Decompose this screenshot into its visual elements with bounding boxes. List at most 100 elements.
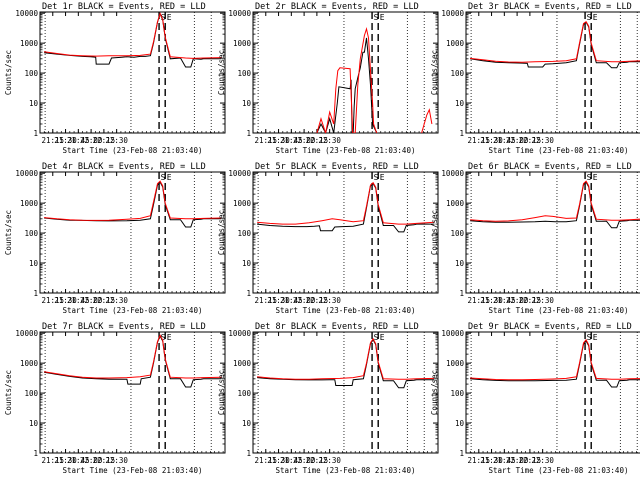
events-series-line bbox=[44, 181, 222, 228]
x-tick-label: 22:15 bbox=[93, 136, 116, 145]
x-tick-label: 21:30 bbox=[54, 296, 77, 305]
x-tick-label: 21:45 bbox=[67, 136, 90, 145]
y-tick-label: 100 bbox=[24, 229, 38, 238]
x-tick-label: 22:00 bbox=[80, 296, 103, 305]
marker-label: S bbox=[587, 333, 592, 342]
y-tick-label: 10 bbox=[29, 259, 39, 268]
detector-panel: Det 7r BLACK = Events, RED = LLD 1 10 100 10… bbox=[4, 322, 226, 475]
detector-panel: Det 1r BLACK = Events, RED = LLD 1 10 100 10… bbox=[4, 2, 226, 155]
y-axis-label: Counts/sec bbox=[4, 50, 13, 95]
x-tick-label: 22:30 bbox=[318, 456, 341, 465]
x-tick-label: 22:00 bbox=[506, 456, 529, 465]
x-tick-label: 22:30 bbox=[105, 296, 128, 305]
y-tick-label: 100 bbox=[450, 389, 464, 398]
y-tick-label: 1 bbox=[33, 449, 38, 458]
panel-title: Det 7r BLACK = Events, RED = LLD bbox=[42, 322, 206, 332]
x-tick-label: 21:45 bbox=[280, 456, 303, 465]
y-tick-label: 1000 bbox=[20, 39, 39, 48]
y-tick-label: 100 bbox=[237, 389, 251, 398]
marker-label: S bbox=[161, 13, 166, 22]
events-series-line bbox=[470, 340, 640, 388]
marker-label: E bbox=[380, 173, 385, 182]
marker-label: E bbox=[167, 173, 172, 182]
y-tick-label: 1 bbox=[246, 449, 251, 458]
y-tick-label: 1 bbox=[459, 289, 464, 298]
x-tick-label: 21:30 bbox=[480, 456, 503, 465]
x-tick-label: 21:30 bbox=[54, 456, 77, 465]
x-tick-label: 21:30 bbox=[480, 296, 503, 305]
x-tick-label: 21:15 bbox=[467, 136, 490, 145]
plot-frame bbox=[39, 171, 226, 294]
x-tick-label: 21:15 bbox=[254, 136, 277, 145]
x-tick-label: 21:15 bbox=[41, 456, 64, 465]
x-axis-label: Start Time (23-Feb-08 21:03:40) bbox=[276, 306, 416, 315]
y-tick-label: 10000 bbox=[228, 169, 251, 178]
y-tick-label: 100 bbox=[24, 69, 38, 78]
y-tick-label: 10000 bbox=[228, 9, 251, 18]
y-axis-label: Counts/sec bbox=[4, 370, 13, 415]
x-tick-label: 21:30 bbox=[267, 136, 290, 145]
detector-panel: Det 5r BLACK = Events, RED = LLD 1 10 100 10… bbox=[217, 162, 439, 315]
events-series-line bbox=[44, 12, 222, 68]
plot-frame bbox=[39, 331, 226, 454]
lld-series-line bbox=[316, 26, 378, 133]
lld-series-line bbox=[44, 12, 222, 59]
marker-label: S bbox=[587, 13, 592, 22]
x-tick-label: 21:30 bbox=[267, 456, 290, 465]
plot-frame bbox=[39, 11, 226, 134]
detector-panel: Det 4r BLACK = Events, RED = LLD 1 10 100 10… bbox=[4, 162, 226, 315]
y-tick-label: 100 bbox=[450, 229, 464, 238]
plot-frame bbox=[252, 331, 439, 454]
detector-panel: Det 3r BLACK = Events, RED = LLD 1 10 100 10… bbox=[430, 2, 640, 155]
panel-title: Det 3r BLACK = Events, RED = LLD bbox=[468, 2, 632, 12]
x-tick-label: 21:45 bbox=[493, 296, 516, 305]
y-axis-label: Counts/sec bbox=[217, 50, 226, 95]
y-tick-label: 10 bbox=[242, 259, 252, 268]
events-series-line bbox=[316, 37, 378, 133]
y-tick-label: 10000 bbox=[228, 329, 251, 338]
detector-panel: Det 2r BLACK = Events, RED = LLD 1 10 100 10… bbox=[217, 2, 439, 155]
x-tick-label: 22:00 bbox=[506, 136, 529, 145]
y-tick-label: 10 bbox=[29, 419, 39, 428]
lld-series-line bbox=[470, 338, 640, 381]
marker-label: E bbox=[380, 13, 385, 22]
y-tick-label: 1000 bbox=[233, 199, 252, 208]
x-tick-label: 22:15 bbox=[519, 296, 542, 305]
x-tick-label: 21:45 bbox=[280, 296, 303, 305]
lld-series-line bbox=[257, 337, 435, 380]
x-tick-label: 22:30 bbox=[105, 136, 128, 145]
marker-label: S bbox=[374, 173, 379, 182]
plot-frame bbox=[465, 11, 640, 134]
marker-label: E bbox=[167, 333, 172, 342]
x-tick-label: 21:15 bbox=[254, 296, 277, 305]
x-axis-label: Start Time (23-Feb-08 21:03:40) bbox=[63, 466, 203, 475]
y-tick-label: 10000 bbox=[441, 9, 464, 18]
x-axis-label: Start Time (23-Feb-08 21:03:40) bbox=[63, 306, 203, 315]
y-axis-label: Counts/sec bbox=[217, 370, 226, 415]
x-tick-label: 22:30 bbox=[318, 136, 341, 145]
x-axis-label: Start Time (23-Feb-08 21:03:40) bbox=[489, 306, 629, 315]
x-tick-label: 22:00 bbox=[80, 456, 103, 465]
lld-series-line bbox=[470, 20, 640, 63]
y-tick-label: 1000 bbox=[446, 39, 465, 48]
y-tick-label: 10 bbox=[242, 99, 252, 108]
events-series-line bbox=[257, 338, 435, 389]
x-tick-label: 22:00 bbox=[293, 296, 316, 305]
x-tick-label: 22:15 bbox=[93, 296, 116, 305]
y-tick-label: 1 bbox=[246, 129, 251, 138]
x-tick-label: 22:30 bbox=[531, 296, 554, 305]
y-axis-label: Counts/sec bbox=[430, 50, 439, 95]
y-tick-label: 10 bbox=[455, 99, 465, 108]
x-tick-label: 22:30 bbox=[105, 456, 128, 465]
plot-frame bbox=[252, 171, 439, 294]
y-tick-label: 1 bbox=[33, 129, 38, 138]
x-tick-label: 22:00 bbox=[293, 136, 316, 145]
y-axis-label: Counts/sec bbox=[4, 210, 13, 255]
x-tick-label: 21:45 bbox=[280, 136, 303, 145]
y-tick-label: 10000 bbox=[441, 169, 464, 178]
y-tick-label: 1000 bbox=[20, 199, 39, 208]
y-tick-label: 1 bbox=[459, 449, 464, 458]
events-series-line bbox=[44, 334, 222, 388]
y-tick-label: 10000 bbox=[15, 169, 38, 178]
